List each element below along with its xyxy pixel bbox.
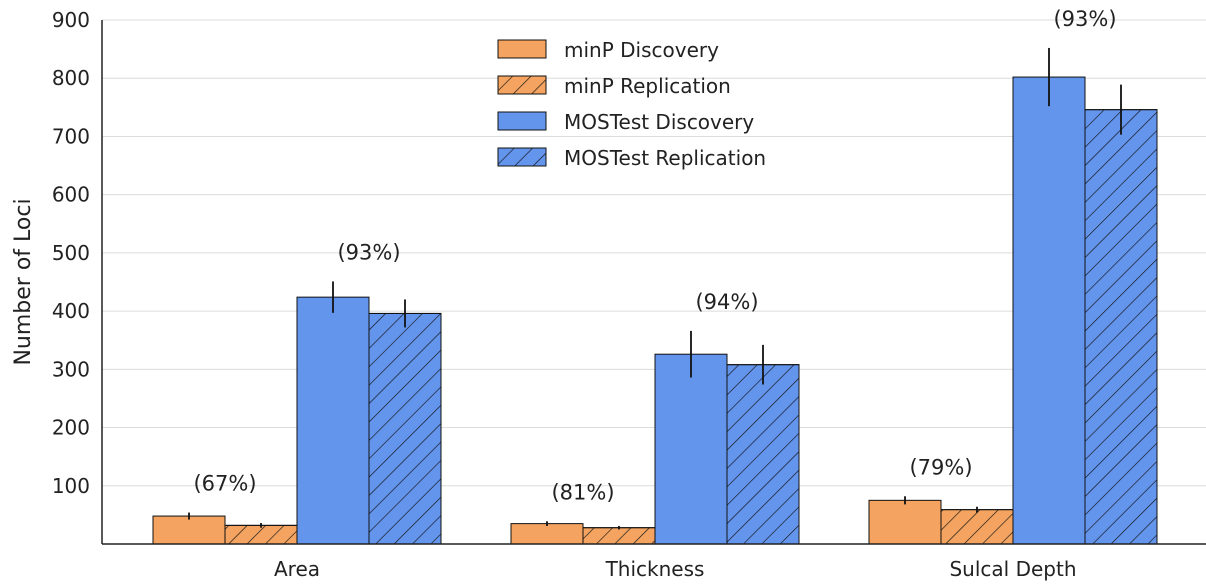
bar-hatch	[940, 509, 1014, 545]
x-tick-label: Area	[274, 557, 320, 581]
bars	[152, 47, 1158, 545]
y-tick-label: 100	[52, 474, 90, 498]
bar-hatch	[582, 527, 656, 545]
x-tick-label: Thickness	[605, 557, 705, 581]
y-tick-label: 600	[52, 183, 90, 207]
bar	[654, 353, 728, 545]
y-tick-label: 200	[52, 416, 90, 440]
bar	[1012, 76, 1086, 545]
bar-hatch	[1084, 109, 1158, 545]
bar	[152, 515, 226, 545]
percent-label: (81%)	[551, 480, 614, 504]
legend-label: MOSTest Discovery	[564, 110, 754, 134]
legend-label: minP Replication	[564, 74, 731, 98]
y-tick-label: 900	[52, 8, 90, 32]
gridlines	[102, 19, 1206, 487]
legend: minP Discovery minP Replication MOSTest Di…	[497, 38, 766, 170]
legend-label: MOSTest Replication	[564, 146, 766, 170]
percent-label: (94%)	[695, 290, 758, 314]
y-tick-label: 700	[52, 124, 90, 148]
percent-label: (93%)	[1053, 7, 1116, 31]
bar-hatch	[726, 364, 800, 545]
y-tick-label: 300	[52, 357, 90, 381]
percent-label: (93%)	[337, 240, 400, 264]
annotations: (67%) (93%) (81%) (94%) (79%) (93%)	[193, 7, 1116, 504]
legend-swatch-hatch	[497, 75, 547, 95]
legend-swatch-hatch	[497, 147, 547, 167]
legend-swatch	[497, 111, 547, 131]
percent-label: (79%)	[909, 455, 972, 479]
y-tick-label: 800	[52, 66, 90, 90]
percent-label: (67%)	[193, 472, 256, 496]
y-tick-label: 500	[52, 241, 90, 265]
bar	[296, 296, 370, 545]
y-tick-label: 400	[52, 299, 90, 323]
bar	[868, 499, 942, 545]
legend-swatch	[497, 39, 547, 59]
legend-label: minP Discovery	[564, 38, 719, 62]
x-tick-label: Sulcal Depth	[949, 557, 1076, 581]
y-axis-title: Number of Loci	[11, 198, 36, 365]
axes: 100 200 300 400 500 600 700 800 900 Area Thickness…	[52, 8, 1206, 581]
bar	[510, 523, 584, 545]
bar-hatch	[368, 312, 442, 545]
bar-hatch	[224, 524, 298, 545]
